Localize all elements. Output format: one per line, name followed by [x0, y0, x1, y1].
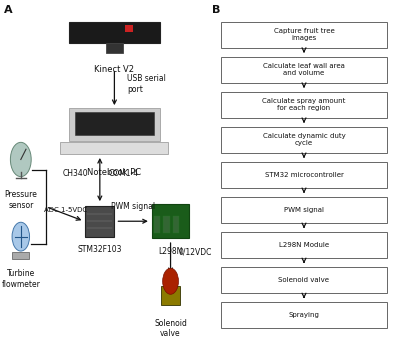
Text: Solenoid
valve: Solenoid valve [154, 319, 187, 339]
Text: L298N: L298N [158, 247, 183, 256]
FancyBboxPatch shape [173, 216, 179, 233]
Text: Kinect V2: Kinect V2 [94, 65, 134, 74]
FancyBboxPatch shape [75, 112, 154, 135]
Text: ADC 1-5VDC: ADC 1-5VDC [44, 207, 87, 213]
Text: PWM signal: PWM signal [284, 207, 324, 213]
Text: Solenoid valve: Solenoid valve [278, 277, 330, 283]
Text: 0/12VDC: 0/12VDC [179, 248, 212, 257]
Circle shape [10, 142, 31, 177]
Text: L298N Module: L298N Module [279, 242, 329, 248]
Circle shape [12, 222, 30, 251]
Text: Pressure
sensor: Pressure sensor [4, 190, 37, 210]
FancyBboxPatch shape [222, 162, 386, 188]
FancyBboxPatch shape [60, 142, 168, 154]
Text: Notebook PC: Notebook PC [87, 168, 142, 177]
FancyBboxPatch shape [222, 302, 386, 328]
FancyBboxPatch shape [222, 22, 386, 48]
FancyBboxPatch shape [222, 92, 386, 118]
Text: STM32 microcontroller: STM32 microcontroller [264, 172, 344, 178]
FancyBboxPatch shape [222, 267, 386, 293]
Text: B: B [212, 5, 220, 15]
Text: Turbine
flowmeter: Turbine flowmeter [1, 269, 40, 289]
Text: Calculate dynamic duty
cycle: Calculate dynamic duty cycle [263, 133, 345, 146]
Text: A: A [4, 5, 13, 15]
Text: STM32F103: STM32F103 [78, 245, 122, 254]
Text: COM1-4: COM1-4 [109, 169, 139, 178]
Text: Calculate leaf wall area
and volume: Calculate leaf wall area and volume [263, 63, 345, 76]
FancyBboxPatch shape [125, 25, 133, 32]
FancyBboxPatch shape [12, 252, 29, 259]
FancyBboxPatch shape [222, 197, 386, 223]
Text: USB serial
port: USB serial port [127, 74, 166, 94]
FancyBboxPatch shape [222, 232, 386, 258]
FancyBboxPatch shape [85, 206, 114, 237]
FancyBboxPatch shape [222, 57, 386, 83]
Text: Calculate spray amount
for each region: Calculate spray amount for each region [262, 98, 346, 111]
Text: CH340: CH340 [63, 169, 89, 178]
FancyBboxPatch shape [161, 286, 180, 305]
FancyBboxPatch shape [154, 216, 160, 233]
Text: PWM signal: PWM signal [111, 202, 155, 211]
FancyBboxPatch shape [222, 127, 386, 153]
FancyBboxPatch shape [106, 43, 123, 53]
Text: Capture fruit tree
images: Capture fruit tree images [274, 28, 334, 41]
Circle shape [163, 268, 178, 294]
FancyBboxPatch shape [69, 108, 160, 141]
Text: Spraying: Spraying [288, 312, 320, 318]
FancyBboxPatch shape [163, 216, 170, 233]
FancyBboxPatch shape [152, 204, 189, 238]
FancyBboxPatch shape [69, 22, 160, 43]
